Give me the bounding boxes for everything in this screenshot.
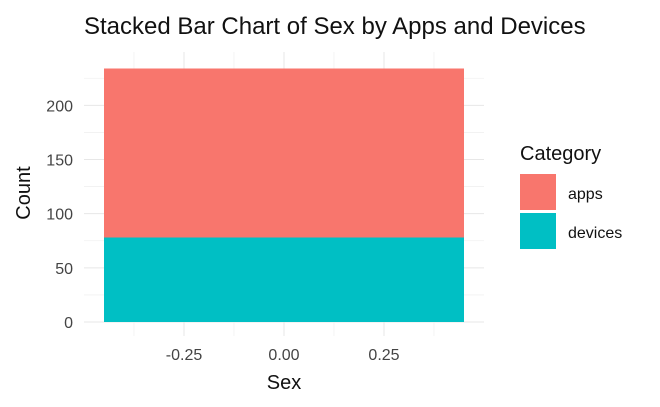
legend-swatch-apps bbox=[520, 174, 556, 210]
bar-segment-apps bbox=[104, 68, 464, 238]
legend: Category apps devices bbox=[520, 143, 622, 249]
x-tick-label-1: 0.00 bbox=[268, 347, 299, 364]
bar-segment-devices bbox=[104, 237, 464, 322]
legend-label-apps: apps bbox=[568, 186, 603, 203]
y-tick-label-50: 50 bbox=[55, 261, 73, 278]
x-tick-label-0: -0.25 bbox=[166, 347, 203, 364]
legend-title: Category bbox=[520, 143, 601, 165]
bars-layer bbox=[104, 68, 464, 322]
y-tick-label-0: 0 bbox=[64, 315, 73, 332]
x-tick-label-2: 0.25 bbox=[368, 347, 399, 364]
chart-title: Stacked Bar Chart of Sex by Apps and Dev… bbox=[84, 13, 586, 40]
legend-label-devices: devices bbox=[568, 225, 622, 242]
legend-swatch-devices bbox=[520, 213, 556, 249]
y-axis-label: Count bbox=[13, 166, 35, 220]
y-tick-label-150: 150 bbox=[46, 153, 73, 170]
axes-layer: 0 50 100 150 200 -0.25 0.00 0.25 bbox=[46, 98, 399, 364]
y-tick-label-100: 100 bbox=[46, 207, 73, 224]
y-tick-label-200: 200 bbox=[46, 98, 73, 115]
x-axis-label: Sex bbox=[267, 372, 301, 394]
